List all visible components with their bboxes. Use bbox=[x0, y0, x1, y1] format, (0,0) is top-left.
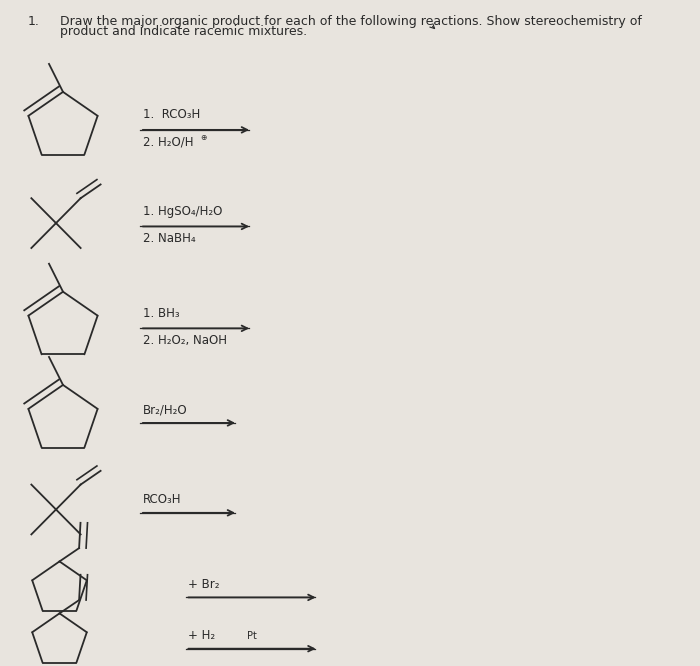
Text: Draw the major organic product for each of the following reactions. Show stereoc: Draw the major organic product for each … bbox=[60, 15, 641, 28]
Text: 1.: 1. bbox=[28, 15, 40, 28]
Text: Pt: Pt bbox=[247, 631, 257, 641]
Text: + Br₂: + Br₂ bbox=[188, 577, 220, 591]
Text: 1. HgSO₄/H₂O: 1. HgSO₄/H₂O bbox=[143, 204, 222, 218]
Text: RCO₃H: RCO₃H bbox=[143, 493, 181, 506]
Text: 1.  RCO₃H: 1. RCO₃H bbox=[143, 108, 200, 121]
Text: 2. H₂O/H: 2. H₂O/H bbox=[143, 135, 193, 149]
Text: Br₂/H₂O: Br₂/H₂O bbox=[143, 403, 188, 416]
Text: 2. NaBH₄: 2. NaBH₄ bbox=[143, 232, 195, 245]
Text: 1. BH₃: 1. BH₃ bbox=[143, 306, 179, 320]
Text: + H₂: + H₂ bbox=[188, 629, 216, 642]
Text: ⊕: ⊕ bbox=[200, 133, 206, 142]
Text: product and indicate racemic mixtures.: product and indicate racemic mixtures. bbox=[60, 25, 307, 38]
Text: 2. H₂O₂, NaOH: 2. H₂O₂, NaOH bbox=[143, 334, 227, 347]
